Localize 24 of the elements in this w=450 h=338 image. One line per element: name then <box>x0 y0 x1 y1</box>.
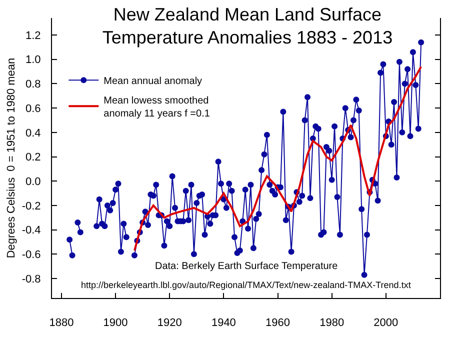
y-tick-label: 1.0 <box>26 54 41 66</box>
y-tick-label: -0.8 <box>22 273 41 286</box>
x-tick-label: 2000 <box>374 317 398 330</box>
y-tick-label: -0.2 <box>22 200 41 212</box>
x-tick-label: 1880 <box>49 317 74 330</box>
legend-label: Mean annual anomaly <box>104 76 202 87</box>
x-tick-label: 1920 <box>157 317 182 330</box>
annotation: Data: Berkely Earth Surface Temperature <box>155 261 338 272</box>
y-tick-label: 0.2 <box>26 152 41 164</box>
chart-title: New Zealand Mean Land Surface Temperature Anomalies 1883 - 2013 <box>102 4 393 48</box>
y-tick-label: 0.4 <box>26 127 41 140</box>
y-tick-label: -0.4 <box>22 224 41 237</box>
x-tick-label: 1940 <box>211 317 236 330</box>
x-tick-label: 1960 <box>266 317 290 330</box>
legend-label: Mean lowess smoothed anomaly 11 years f =0.1 <box>104 96 210 120</box>
y-tick-label: 0.8 <box>26 78 41 91</box>
y-tick-label: 0.6 <box>26 102 41 115</box>
annotation: http://berkeleyearth.lbl.gov/auto/Regional/TMAX/Text/new-zealand-TMAX-Trend.txt <box>81 280 412 290</box>
y-tick-label: -0.6 <box>22 249 41 262</box>
x-tick-label: 1980 <box>320 317 344 330</box>
y-tick-label: 0.0 <box>26 176 41 188</box>
y-tick-label: 1.2 <box>26 30 41 42</box>
x-tick-label: 1900 <box>103 317 128 330</box>
y-axis-title: Degrees Celsius 0 = 1951 to 1980 mean <box>5 58 18 258</box>
